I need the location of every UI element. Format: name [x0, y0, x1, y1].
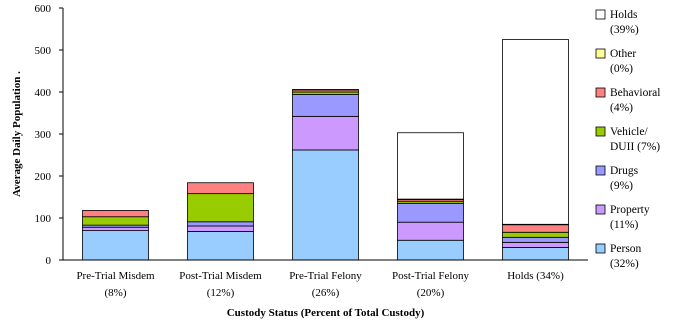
legend-swatch	[595, 165, 606, 176]
legend-label-percent: (4%)	[610, 102, 633, 114]
legend-swatch	[595, 204, 606, 215]
legend-swatch	[595, 48, 606, 59]
y-axis-title: Average Daily Population .	[11, 71, 23, 197]
bars	[82, 39, 569, 261]
bar-segment	[397, 221, 464, 241]
legend-label-percent: (11%)	[610, 219, 638, 231]
x-tick-label-percent: (8%)	[105, 287, 127, 299]
bar-segment	[502, 231, 569, 238]
y-tick-label: 600	[35, 3, 52, 15]
y-tick-label: 0	[46, 255, 52, 267]
legend-label-percent: (39%)	[610, 24, 639, 36]
legend-label: Person	[610, 243, 642, 255]
legend-swatch	[595, 243, 606, 254]
bar-segment	[82, 226, 149, 232]
legend-label-percent: DUII (7%)	[610, 141, 660, 153]
legend-label: Drugs	[610, 165, 639, 177]
y-axis-ticks: 0 100 200 300 400 500 600	[35, 3, 63, 267]
x-tick-label-percent: (20%)	[417, 287, 445, 299]
y-tick-label: 500	[35, 45, 52, 57]
x-tick-label-percent: (26%)	[312, 287, 340, 299]
legend-swatch	[595, 126, 606, 137]
bar-segment	[187, 221, 254, 227]
legend-label-percent: (0%)	[610, 63, 633, 75]
bar-segment	[397, 132, 464, 200]
legend-label: Other	[610, 48, 636, 60]
legend: Holds (39%) Other (0%) Behavioral (4%) Vehicle…	[595, 9, 660, 270]
y-tick-label: 300	[35, 129, 52, 141]
bar-segment	[187, 231, 254, 261]
bar-segment	[397, 202, 464, 223]
bar-segment	[82, 230, 149, 261]
bar-segment	[82, 216, 149, 226]
bar-segment	[502, 241, 569, 248]
bar-segment	[292, 149, 359, 261]
legend-label: Vehicle/	[610, 126, 648, 138]
bar-segment	[187, 225, 254, 232]
bar-segment	[502, 39, 569, 225]
bar-segment	[292, 94, 359, 117]
legend-label-percent: (9%)	[610, 180, 633, 192]
bar-segment	[292, 115, 359, 151]
x-tick-label: Pre-Trial Felony	[289, 270, 362, 282]
legend-label-percent: (32%)	[610, 258, 639, 270]
y-tick-label: 200	[35, 171, 52, 183]
bar-segment	[502, 236, 569, 243]
legend-swatch	[595, 87, 606, 98]
x-tick-label: Pre-Trial Misdem	[76, 270, 155, 282]
y-tick-label: 400	[35, 87, 52, 99]
y-tick-label: 100	[35, 213, 52, 225]
legend-label: Property	[610, 204, 650, 216]
bar-segment	[397, 239, 464, 261]
bar-segment	[187, 182, 254, 195]
x-tick-label-percent: (12%)	[207, 287, 235, 299]
x-tick-label: Post-Trial Felony	[392, 270, 469, 282]
bar-segment	[82, 210, 149, 218]
x-tick-label: Post-Trial Misdem	[179, 270, 262, 282]
legend-swatch	[595, 9, 606, 20]
x-axis-tick-labels: Pre-Trial Misdem (8%) Post-Trial Misdem (12…	[76, 270, 564, 299]
bar-segment	[502, 224, 569, 233]
x-tick-label: Holds (34%)	[507, 270, 564, 282]
x-axis-title: Custody Status (Percent of Total Custody…	[227, 307, 425, 319]
legend-label: Holds	[610, 9, 638, 21]
legend-label: Behavioral	[610, 87, 660, 99]
bar-segment	[502, 246, 569, 261]
bar-segment	[187, 193, 254, 223]
